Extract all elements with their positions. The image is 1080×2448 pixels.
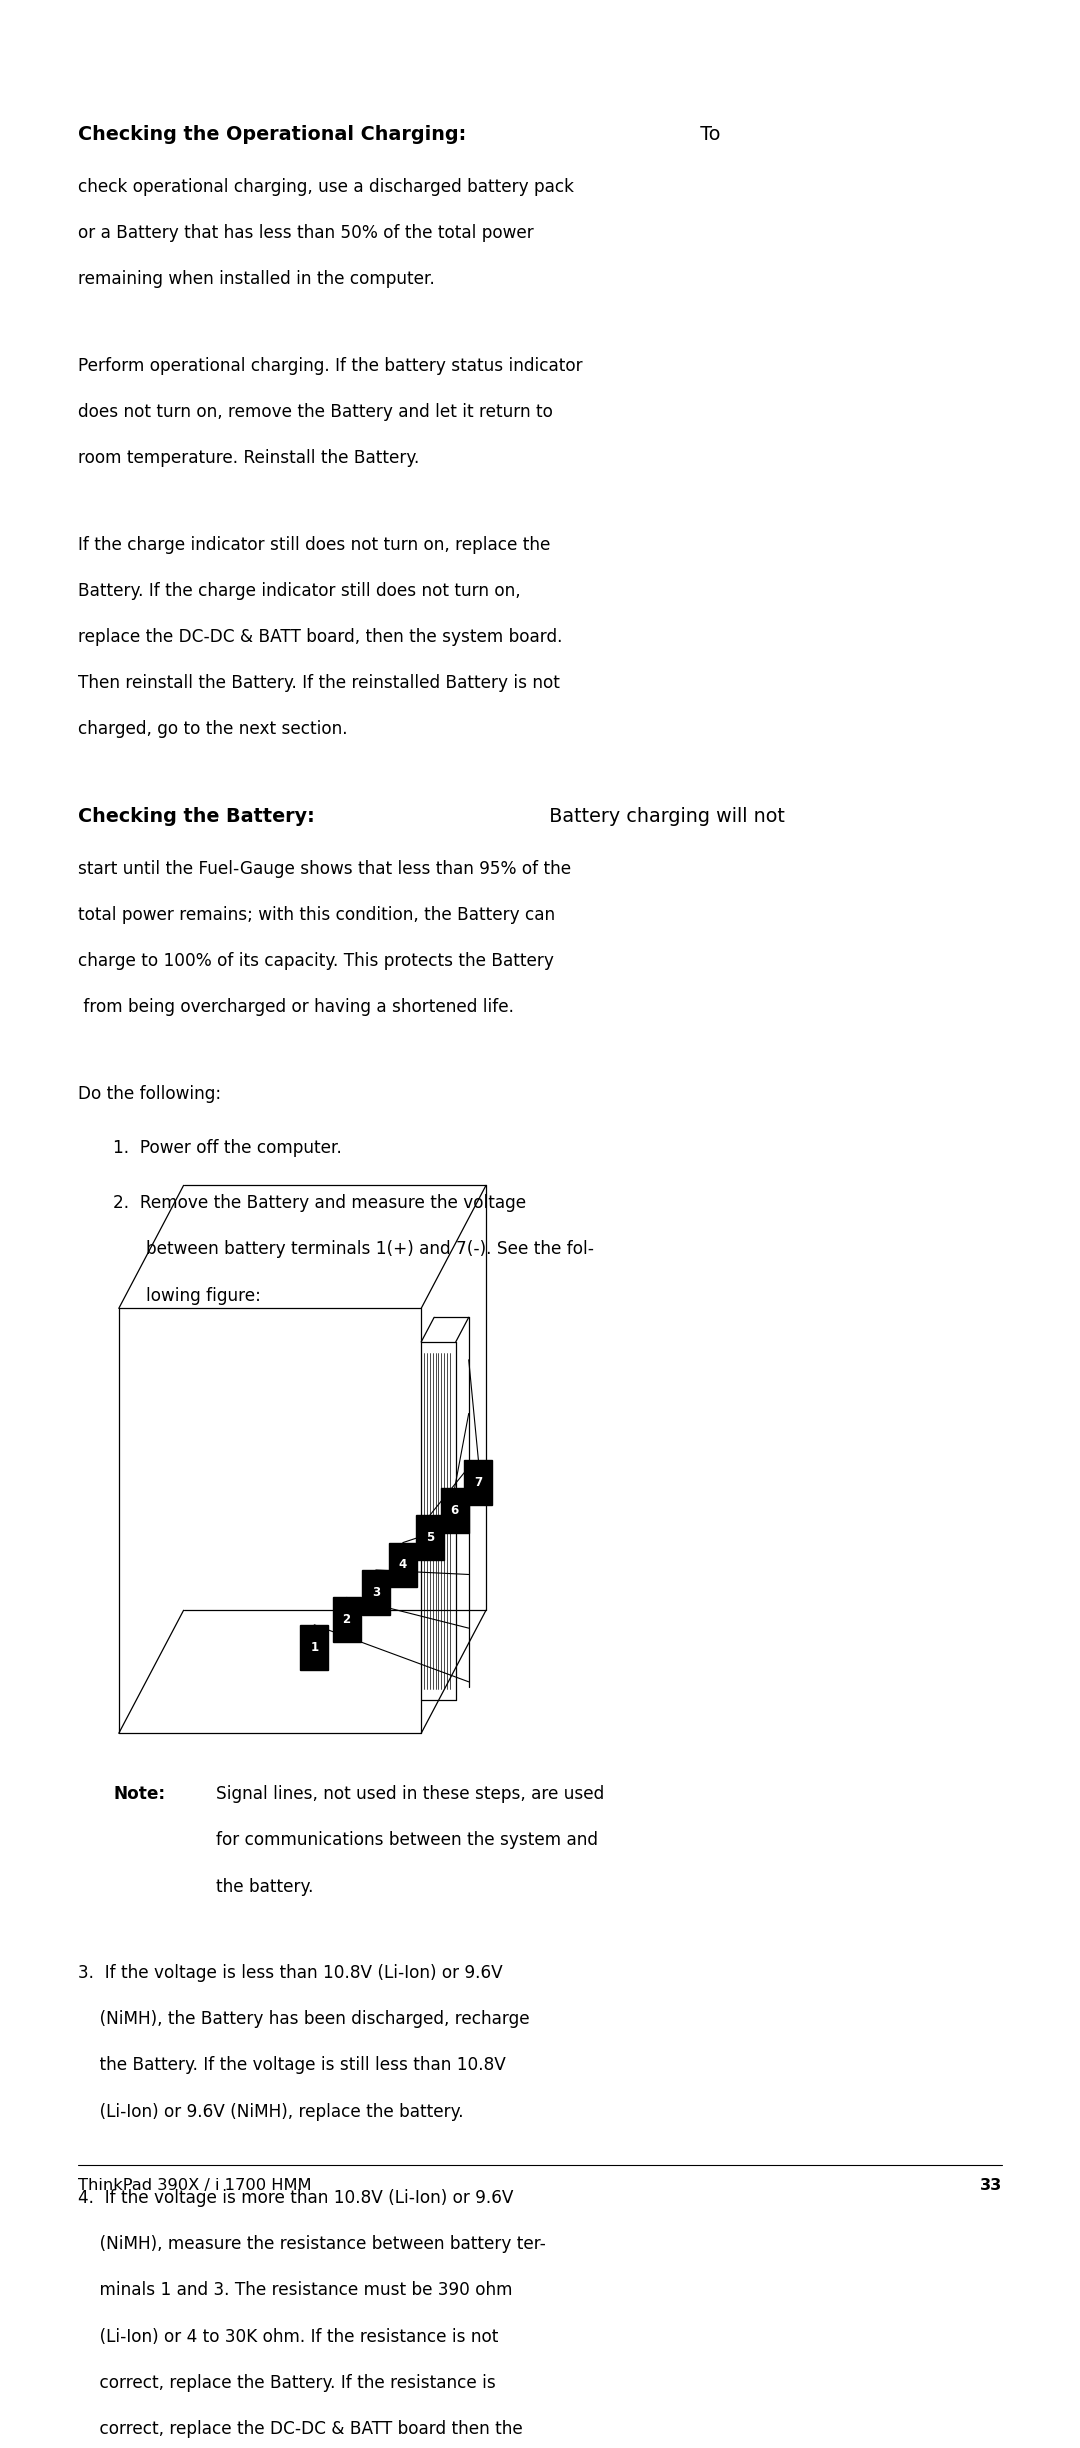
Text: from being overcharged or having a shortened life.: from being overcharged or having a short… [78, 999, 514, 1016]
Text: 3.  If the voltage is less than 10.8V (Li-Ion) or 9.6V: 3. If the voltage is less than 10.8V (Li… [78, 1963, 502, 1983]
Text: (Li-Ion) or 4 to 30K ohm. If the resistance is not: (Li-Ion) or 4 to 30K ohm. If the resista… [78, 2328, 498, 2345]
Text: minals 1 and 3. The resistance must be 390 ohm: minals 1 and 3. The resistance must be 3… [78, 2282, 512, 2299]
Text: between battery terminals 1(+) and 7(-). See the fol-: between battery terminals 1(+) and 7(-).… [146, 1241, 594, 1258]
Text: Do the following:: Do the following: [78, 1084, 221, 1102]
Text: Battery charging will not: Battery charging will not [537, 808, 785, 825]
Text: Battery. If the charge indicator still does not turn on,: Battery. If the charge indicator still d… [78, 583, 521, 600]
Text: Signal lines, not used in these steps, are used: Signal lines, not used in these steps, a… [216, 1785, 604, 1804]
Text: for communications between the system and: for communications between the system an… [216, 1831, 598, 1848]
Text: the battery.: the battery. [216, 1878, 313, 1895]
Text: or a Battery that has less than 50% of the total power: or a Battery that has less than 50% of t… [78, 225, 534, 242]
Text: correct, replace the DC-DC & BATT board then the: correct, replace the DC-DC & BATT board … [78, 2421, 523, 2438]
Text: 7: 7 [474, 1476, 483, 1488]
Text: 2.  Remove the Battery and measure the voltage: 2. Remove the Battery and measure the vo… [113, 1195, 527, 1212]
Text: Perform operational charging. If the battery status indicator: Perform operational charging. If the bat… [78, 357, 582, 375]
Text: correct, replace the Battery. If the resistance is: correct, replace the Battery. If the res… [78, 2375, 496, 2392]
Text: 33: 33 [980, 2179, 1002, 2193]
Text: start until the Fuel-Gauge shows that less than 95% of the: start until the Fuel-Gauge shows that le… [78, 859, 571, 879]
Text: 6: 6 [450, 1503, 459, 1518]
FancyBboxPatch shape [441, 1488, 469, 1532]
Text: To: To [688, 125, 720, 144]
Text: (Li-Ion) or 9.6V (NiMH), replace the battery.: (Li-Ion) or 9.6V (NiMH), replace the bat… [78, 2103, 463, 2120]
Text: Checking the Operational Charging:: Checking the Operational Charging: [78, 125, 465, 144]
Text: 3: 3 [372, 1586, 380, 1599]
Text: 1: 1 [310, 1640, 319, 1655]
Text: Checking the Battery:: Checking the Battery: [78, 808, 314, 825]
Text: (NiMH), measure the resistance between battery ter-: (NiMH), measure the resistance between b… [78, 2235, 545, 2252]
Text: ThinkPad 390X / i 1700 HMM: ThinkPad 390X / i 1700 HMM [78, 2179, 311, 2193]
Text: 2: 2 [342, 1613, 351, 1625]
Text: 4.  If the voltage is more than 10.8V (Li-Ion) or 9.6V: 4. If the voltage is more than 10.8V (Li… [78, 2189, 513, 2208]
Text: remaining when installed in the computer.: remaining when installed in the computer… [78, 269, 434, 289]
Text: Then reinstall the Battery. If the reinstalled Battery is not: Then reinstall the Battery. If the reins… [78, 673, 559, 693]
Text: does not turn on, remove the Battery and let it return to: does not turn on, remove the Battery and… [78, 404, 553, 421]
Text: replace the DC-DC & BATT board, then the system board.: replace the DC-DC & BATT board, then the… [78, 629, 563, 646]
Text: check operational charging, use a discharged battery pack: check operational charging, use a discha… [78, 179, 573, 196]
Text: (NiMH), the Battery has been discharged, recharge: (NiMH), the Battery has been discharged,… [78, 2010, 529, 2029]
Text: 4: 4 [399, 1559, 407, 1572]
Text: lowing figure:: lowing figure: [146, 1288, 260, 1305]
Text: charge to 100% of its capacity. This protects the Battery: charge to 100% of its capacity. This pro… [78, 952, 554, 969]
Text: 1.  Power off the computer.: 1. Power off the computer. [113, 1138, 342, 1158]
FancyBboxPatch shape [464, 1461, 492, 1506]
Text: If the charge indicator still does not turn on, replace the: If the charge indicator still does not t… [78, 536, 550, 553]
Text: Note:: Note: [113, 1785, 165, 1804]
FancyBboxPatch shape [362, 1569, 390, 1616]
Text: charged, go to the next section.: charged, go to the next section. [78, 720, 348, 739]
FancyBboxPatch shape [389, 1542, 417, 1586]
Text: total power remains; with this condition, the Battery can: total power remains; with this condition… [78, 906, 555, 923]
Text: the Battery. If the voltage is still less than 10.8V: the Battery. If the voltage is still les… [78, 2056, 505, 2073]
FancyBboxPatch shape [300, 1625, 328, 1670]
FancyBboxPatch shape [416, 1515, 444, 1559]
Text: 5: 5 [426, 1530, 434, 1545]
Text: room temperature. Reinstall the Battery.: room temperature. Reinstall the Battery. [78, 450, 419, 468]
FancyBboxPatch shape [333, 1599, 361, 1643]
